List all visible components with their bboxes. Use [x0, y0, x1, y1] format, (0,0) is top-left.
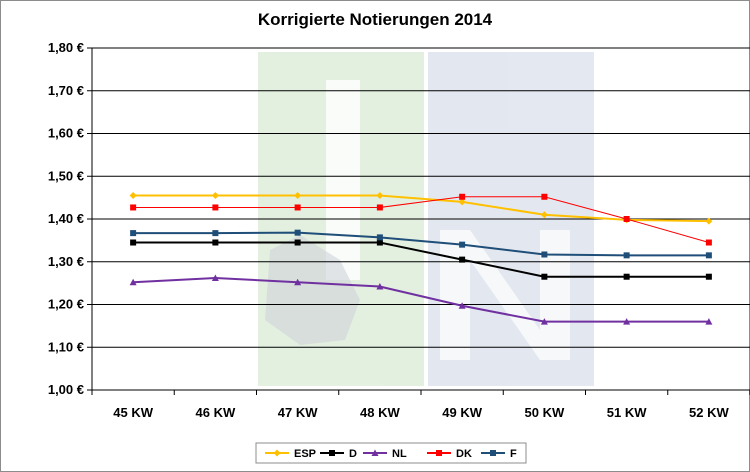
x-tick-label: 47 KW: [278, 405, 318, 420]
point-dk: [294, 204, 301, 211]
legend-label-esp: ESP: [294, 448, 316, 460]
x-tick-label: 52 KW: [689, 405, 729, 420]
point-d: [705, 273, 712, 280]
x-tick-label: 50 KW: [525, 405, 565, 420]
legend-marker-f: [490, 450, 496, 456]
point-f: [705, 252, 712, 259]
point-d: [212, 239, 219, 246]
point-esp: [540, 211, 548, 219]
point-f: [459, 241, 466, 248]
point-esp: [705, 217, 713, 225]
x-axis-ticks: 45 KW 46 KW 47 KW 48 KW 49 KW 50 KW 51 KW 52 KW: [91, 390, 750, 420]
point-d: [541, 273, 548, 280]
y-tick-label: 1,20 €: [48, 297, 84, 312]
legend: ESP D NL DK F: [255, 442, 527, 464]
legend-marker-esp: [273, 449, 281, 457]
legend-marker-nl: [371, 449, 379, 456]
point-esp: [294, 191, 302, 199]
line-nl: [133, 276, 709, 323]
legend-label-f: F: [510, 448, 517, 460]
line-esp: [133, 194, 709, 223]
series-dk: [130, 193, 712, 246]
point-dk: [541, 193, 548, 200]
line-f: [133, 231, 709, 257]
line-d: [133, 241, 709, 278]
y-tick-label: 1,80 €: [48, 40, 84, 55]
point-esp: [458, 198, 466, 206]
x-tick-label: 51 KW: [607, 405, 647, 420]
point-d: [623, 273, 630, 280]
point-esp: [376, 191, 384, 199]
point-nl: [211, 274, 219, 281]
point-d: [294, 239, 301, 246]
y-axis-ticks: 1,00 € 1,10 € 1,20 € 1,30 € 1,40 € 1,50 € 1,60…: [48, 40, 92, 397]
point-nl: [294, 278, 302, 286]
point-f: [212, 230, 219, 237]
point-f: [541, 251, 548, 258]
y-tick-label: 1,00 €: [48, 382, 84, 397]
line-dk: [133, 196, 710, 243]
series-nl: [129, 274, 713, 325]
chart-title: Korrigierte Notierungen 2014: [257, 10, 493, 29]
point-nl: [376, 283, 384, 290]
point-f: [294, 229, 301, 236]
y-tick-label: 1,40 €: [48, 211, 84, 226]
point-dk: [623, 216, 630, 222]
series-f: [130, 229, 712, 259]
x-tick-label: 48 KW: [360, 405, 400, 420]
point-dk: [376, 204, 383, 211]
point-f: [376, 234, 383, 241]
point-dk: [459, 193, 466, 200]
x-tick-label: 45 KW: [113, 405, 153, 420]
series-esp: [129, 191, 713, 225]
point-f: [130, 230, 137, 237]
x-tick-label: 49 KW: [442, 405, 482, 420]
series-d: [130, 239, 712, 280]
point-d: [130, 239, 137, 246]
legend-marker-d: [329, 450, 335, 456]
point-dk: [705, 239, 712, 246]
y-tick-label: 1,10 €: [48, 339, 84, 354]
legend-marker-dk: [436, 450, 442, 456]
point-d: [459, 256, 466, 263]
point-nl: [705, 318, 713, 325]
y-tick-label: 1,30 €: [48, 254, 84, 269]
point-nl: [623, 318, 631, 325]
legend-box: [255, 442, 527, 464]
y-tick-label: 1,60 €: [48, 126, 84, 141]
point-dk: [130, 204, 137, 211]
point-esp: [129, 191, 137, 199]
point-nl: [540, 318, 548, 325]
point-nl: [458, 302, 466, 309]
point-esp: [211, 191, 219, 199]
point-dk: [212, 204, 219, 211]
point-d: [376, 239, 383, 246]
legend-label-nl: NL: [392, 448, 407, 460]
legend-label-d: D: [349, 448, 357, 460]
point-f: [623, 252, 630, 259]
point-nl: [129, 278, 137, 286]
legend-label-dk: DK: [456, 448, 472, 460]
y-tick-label: 1,70 €: [48, 83, 84, 98]
x-tick-label: 46 KW: [196, 405, 236, 420]
series-lines: [129, 191, 713, 325]
y-tick-label: 1,50 €: [48, 168, 84, 183]
